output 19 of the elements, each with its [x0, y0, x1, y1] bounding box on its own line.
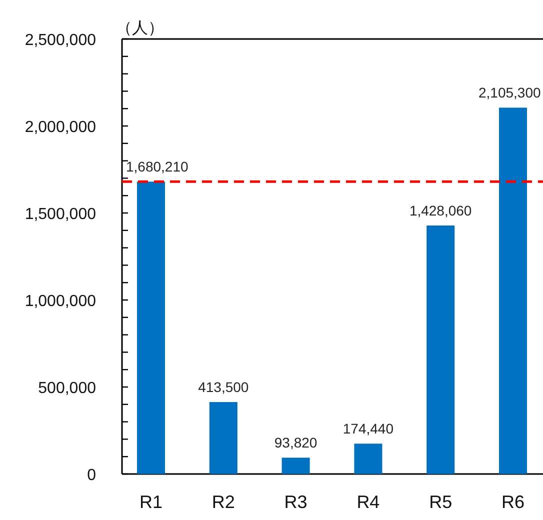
x-tick-label: R3 — [284, 492, 308, 512]
x-tick-label: R4 — [356, 492, 380, 512]
x-tick-label: R6 — [501, 492, 525, 512]
y-tick-label: 2,500,000 — [24, 32, 96, 49]
y-tick-label: 500,000 — [38, 380, 96, 397]
y-tick-label: 2,000,000 — [24, 119, 96, 136]
y-tick-label: 1,000,000 — [24, 293, 96, 310]
y-tick-label: 0 — [87, 467, 96, 484]
data-label: 413,500 — [198, 379, 249, 396]
data-label: 1,428,060 — [409, 202, 472, 219]
data-label: 93,820 — [274, 434, 318, 451]
x-tick-label: R5 — [429, 492, 452, 512]
x-tick-label: R2 — [212, 492, 235, 512]
y-tick-label: 1,500,000 — [24, 206, 96, 223]
data-label: 174,440 — [342, 420, 394, 437]
x-tick-label: R1 — [139, 492, 163, 512]
y-axis-title: （人） — [116, 20, 164, 37]
data-label: 1,680,210 — [126, 158, 188, 175]
data-label: 2,105,300 — [478, 84, 541, 101]
